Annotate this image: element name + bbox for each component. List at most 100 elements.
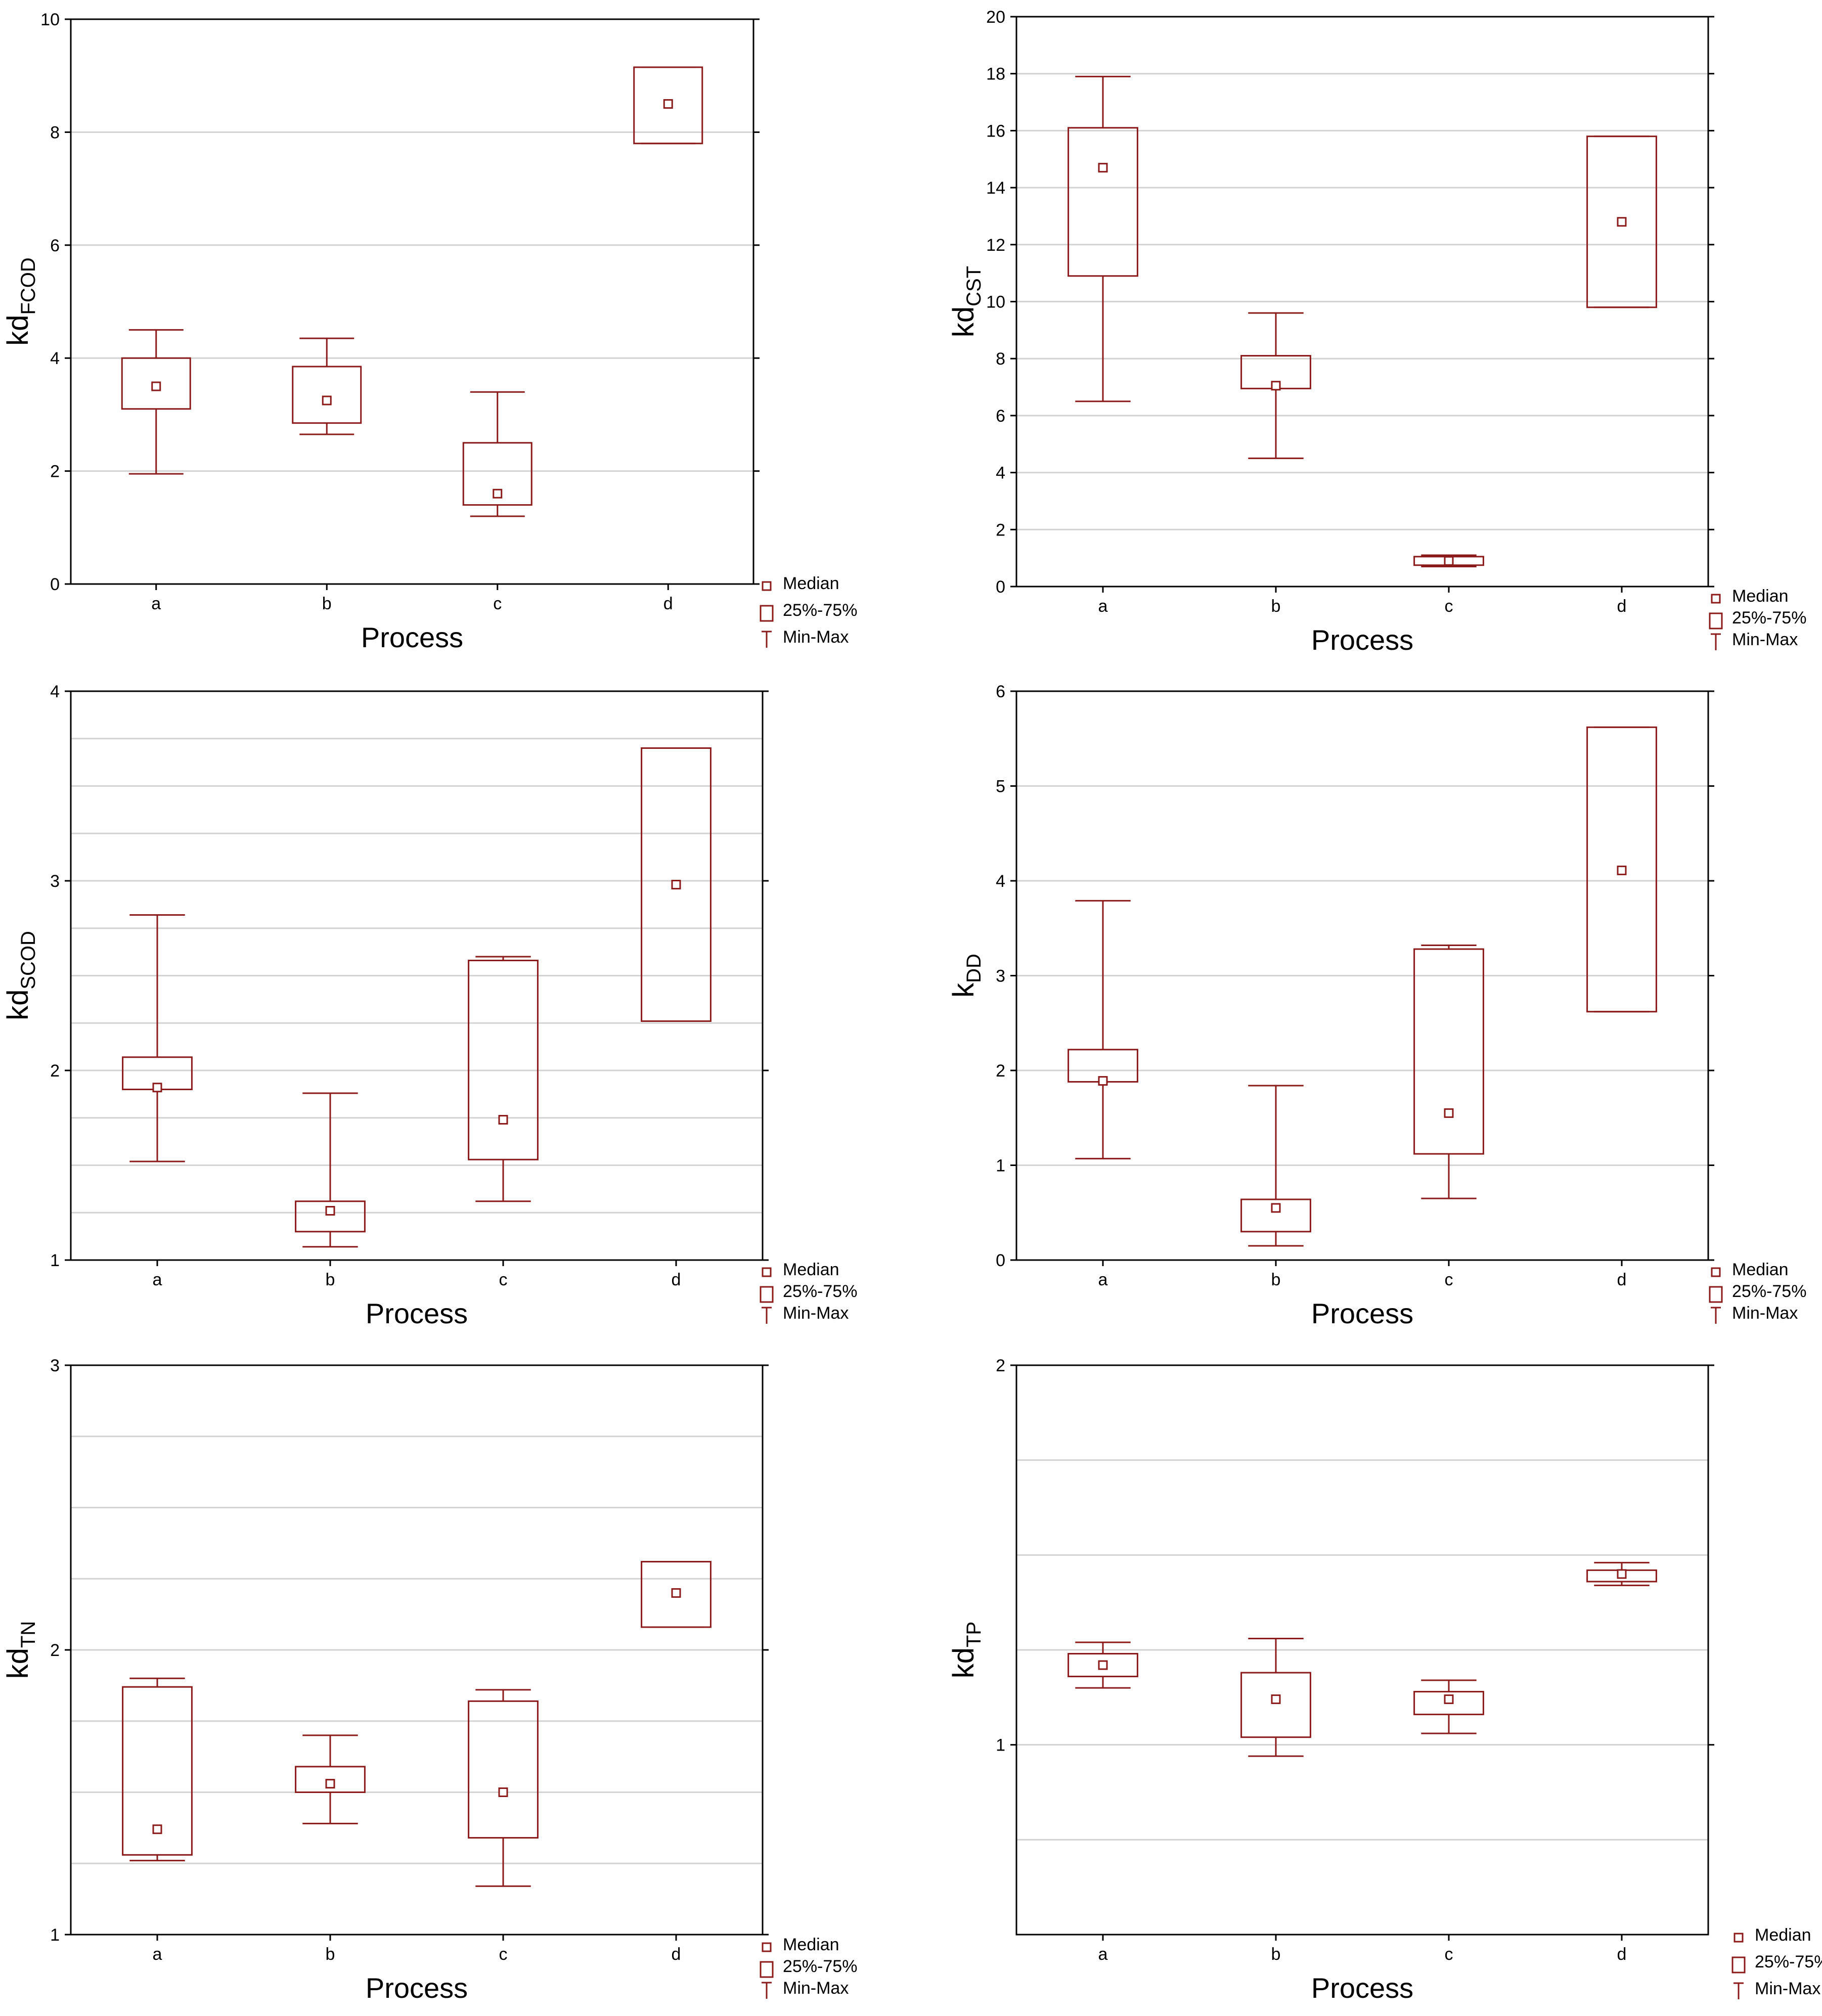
box-c bbox=[468, 1689, 539, 1887]
box-a bbox=[1068, 1641, 1138, 1689]
y-axis-label: kdSCOD bbox=[2, 931, 39, 1020]
legend-iqr-label: 25%-75% bbox=[1755, 1952, 1822, 1972]
legend-range-label: Min-Max bbox=[1732, 630, 1798, 649]
iqr-box bbox=[295, 1766, 366, 1794]
y-tick-label: 2 bbox=[50, 462, 60, 481]
median-marker bbox=[663, 99, 673, 109]
y-tick-label: 6 bbox=[50, 236, 60, 255]
y-tick-label: 2 bbox=[996, 1356, 1005, 1375]
x-tick-label: a bbox=[151, 594, 161, 613]
x-axis-label: Process bbox=[1311, 1972, 1413, 2004]
y-tick-label: 4 bbox=[996, 872, 1005, 891]
median-marker bbox=[152, 1083, 162, 1093]
y-tick-label: 5 bbox=[996, 777, 1005, 796]
x-tick-label: c bbox=[499, 1270, 508, 1289]
y-tick-label: 3 bbox=[996, 967, 1005, 986]
iqr-box bbox=[1240, 1672, 1311, 1738]
y-axis-label-main: kd bbox=[947, 306, 980, 337]
median-marker bbox=[1444, 1108, 1454, 1118]
x-tick-label: a bbox=[153, 1945, 162, 1964]
legend-iqr-swatch bbox=[1731, 1956, 1746, 1974]
legend-median-label: Median bbox=[783, 574, 839, 593]
median-marker bbox=[671, 1588, 681, 1598]
median-marker bbox=[325, 1206, 335, 1216]
chart-panel-6: 1 2 a b c d Process kdTP Median 25%-75% Min-Max bbox=[947, 1356, 1822, 2004]
legend-iqr-swatch bbox=[1709, 612, 1723, 630]
legend-iqr-swatch bbox=[760, 1286, 774, 1303]
chart-panel-2: 0 2 4 6 8 10 12 14 16 18 20 a b c d Process kdCST Median 2… bbox=[947, 8, 1806, 656]
x-tick-label: c bbox=[1445, 1945, 1453, 1964]
y-axis-label: kdTN bbox=[2, 1621, 39, 1679]
iqr-box bbox=[292, 366, 362, 424]
y-tick-label: 4 bbox=[996, 464, 1005, 483]
box-c bbox=[1413, 945, 1484, 1199]
legend-range-label: Min-Max bbox=[783, 1979, 849, 1998]
y-tick-label: 6 bbox=[996, 407, 1005, 426]
y-tick-label: 8 bbox=[50, 123, 60, 142]
iqr-box bbox=[641, 1560, 712, 1628]
median-marker bbox=[671, 880, 681, 889]
y-tick-label: 1 bbox=[50, 1925, 60, 1945]
median-marker bbox=[151, 381, 161, 391]
y-tick-label: 10 bbox=[986, 293, 1005, 312]
legend-iqr-swatch bbox=[1709, 1286, 1723, 1303]
median-marker bbox=[1617, 217, 1627, 227]
median-marker bbox=[1271, 381, 1281, 391]
y-tick-label: 3 bbox=[50, 872, 60, 891]
chart-panel-4: 0 1 2 3 4 5 6 a b c d Process kDD Median 25%-75% Min-Ma… bbox=[947, 682, 1806, 1329]
x-tick-label: b bbox=[326, 1270, 335, 1289]
legend-iqr-label: 25%-75% bbox=[1732, 1282, 1806, 1301]
box-a bbox=[122, 1677, 193, 1862]
x-tick-label: b bbox=[1271, 1945, 1281, 1964]
legend-iqr-swatch bbox=[760, 1961, 774, 1978]
x-axis-label: Process bbox=[1311, 1297, 1413, 1329]
x-tick-label: c bbox=[1445, 1270, 1453, 1289]
legend-iqr-label: 25%-75% bbox=[783, 1282, 857, 1301]
y-axis-label: kdFCOD bbox=[2, 257, 39, 346]
legend-iqr-swatch bbox=[760, 605, 774, 622]
box-c bbox=[1413, 1679, 1484, 1734]
iqr-box bbox=[462, 442, 532, 506]
chart-panel-3: 1 2 3 4 a b c d Process kdSCOD Median 25%-75% Min-Ma… bbox=[2, 682, 857, 1329]
x-tick-label: a bbox=[1098, 1945, 1108, 1964]
y-axis-label: kdCST bbox=[947, 266, 985, 337]
median-marker bbox=[1271, 1694, 1281, 1705]
x-tick-label: d bbox=[1617, 1270, 1627, 1289]
median-marker bbox=[498, 1115, 508, 1125]
legend-median-swatch bbox=[1711, 1267, 1721, 1277]
y-tick-label: 2 bbox=[996, 1061, 1005, 1081]
box-b bbox=[1240, 312, 1311, 459]
y-tick-label: 1 bbox=[50, 1251, 60, 1270]
x-tick-label: c bbox=[493, 594, 502, 613]
plot-frame bbox=[1015, 1364, 1709, 1936]
iqr-box bbox=[468, 1700, 539, 1839]
x-axis-label: Process bbox=[366, 1297, 468, 1329]
legend-median-label: Median bbox=[1732, 1260, 1789, 1279]
x-tick-label: b bbox=[1271, 1270, 1281, 1289]
legend-median-swatch bbox=[1711, 594, 1721, 604]
y-axis-label-main: k bbox=[947, 982, 980, 998]
y-tick-label: 20 bbox=[986, 8, 1005, 27]
y-tick-label: 8 bbox=[996, 349, 1005, 369]
y-axis-label-sub: CST bbox=[963, 266, 985, 306]
iqr-box bbox=[468, 960, 539, 1160]
legend-median-swatch bbox=[1734, 1933, 1744, 1943]
y-tick-label: 12 bbox=[986, 236, 1005, 255]
x-tick-label: a bbox=[1098, 1270, 1108, 1289]
legend-median-swatch bbox=[762, 581, 772, 591]
legend: Median 25%-75% Min-Max bbox=[1709, 587, 1806, 650]
x-tick-label: d bbox=[663, 594, 673, 613]
box-d bbox=[1586, 136, 1657, 308]
plot-frame bbox=[70, 690, 764, 1261]
iqr-box bbox=[1413, 1691, 1484, 1716]
y-tick-label: 6 bbox=[996, 682, 1005, 701]
x-axis-label: Process bbox=[361, 621, 463, 653]
iqr-box bbox=[633, 66, 703, 145]
median-marker bbox=[322, 395, 332, 406]
legend: Median 25%-75% Min-Max bbox=[1709, 1260, 1806, 1324]
y-tick-label: 18 bbox=[986, 65, 1005, 84]
y-axis-label-main: kd bbox=[2, 990, 34, 1020]
legend-range-label: Min-Max bbox=[1755, 1979, 1820, 1998]
legend-range-label: Min-Max bbox=[783, 628, 849, 647]
